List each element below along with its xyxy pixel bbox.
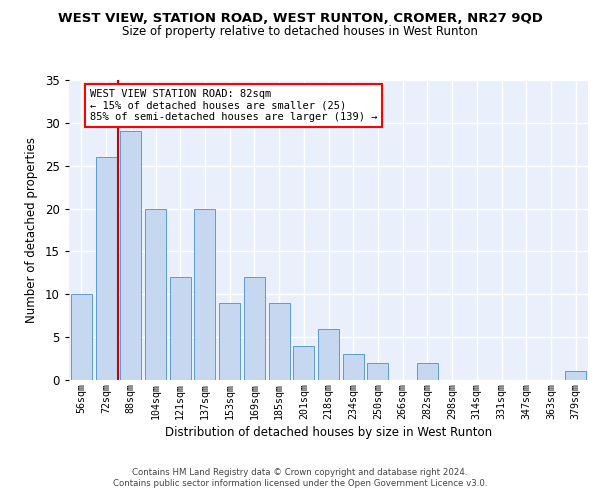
- Bar: [145, 208, 166, 380]
- Bar: [244, 277, 265, 380]
- Bar: [219, 303, 240, 380]
- Text: WEST VIEW STATION ROAD: 82sqm
← 15% of detached houses are smaller (25)
85% of s: WEST VIEW STATION ROAD: 82sqm ← 15% of d…: [90, 89, 377, 122]
- Bar: [565, 372, 586, 380]
- Bar: [269, 303, 290, 380]
- Bar: [194, 208, 215, 380]
- Bar: [367, 363, 388, 380]
- Bar: [417, 363, 438, 380]
- Bar: [71, 294, 92, 380]
- Y-axis label: Number of detached properties: Number of detached properties: [25, 137, 38, 323]
- Bar: [120, 132, 141, 380]
- Text: Contains HM Land Registry data © Crown copyright and database right 2024.
Contai: Contains HM Land Registry data © Crown c…: [113, 468, 487, 487]
- X-axis label: Distribution of detached houses by size in West Runton: Distribution of detached houses by size …: [165, 426, 492, 438]
- Bar: [95, 157, 116, 380]
- Bar: [293, 346, 314, 380]
- Text: Size of property relative to detached houses in West Runton: Size of property relative to detached ho…: [122, 25, 478, 38]
- Text: WEST VIEW, STATION ROAD, WEST RUNTON, CROMER, NR27 9QD: WEST VIEW, STATION ROAD, WEST RUNTON, CR…: [58, 12, 542, 26]
- Bar: [170, 277, 191, 380]
- Bar: [343, 354, 364, 380]
- Bar: [318, 328, 339, 380]
